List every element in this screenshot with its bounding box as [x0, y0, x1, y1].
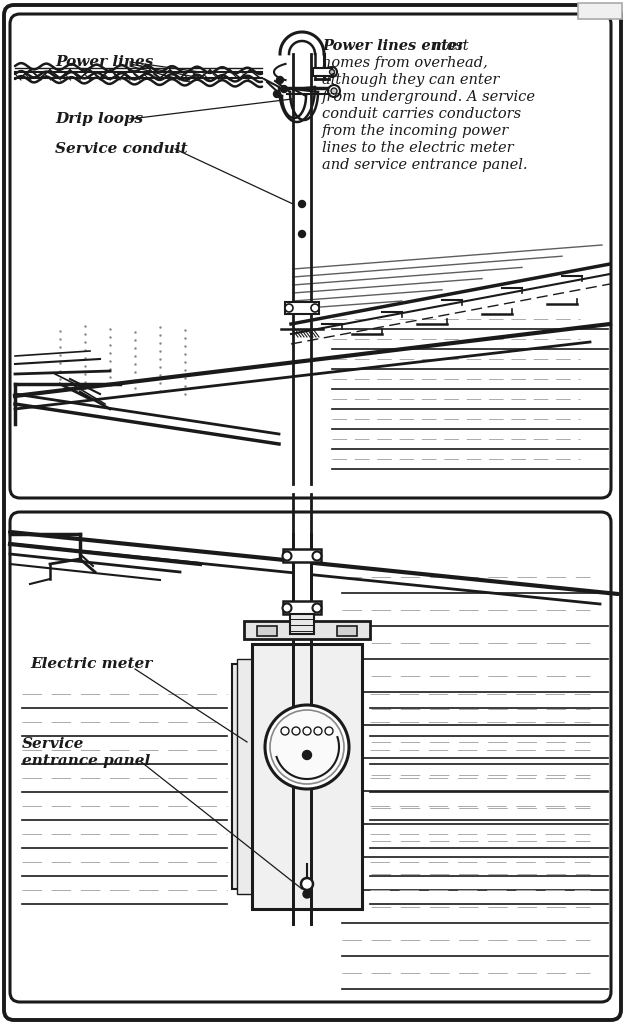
Circle shape	[282, 552, 292, 560]
Circle shape	[312, 603, 322, 612]
Bar	[293, 534, 311, 924]
Text: Service conduit: Service conduit	[55, 142, 188, 156]
Circle shape	[301, 878, 313, 890]
Bar	[257, 626, 277, 636]
Text: from underground. A service: from underground. A service	[322, 90, 536, 104]
Text: conduit carries conductors: conduit carries conductors	[322, 106, 521, 121]
Text: from the incoming power: from the incoming power	[322, 124, 509, 138]
Text: homes from overhead,: homes from overhead,	[322, 56, 488, 70]
Text: Electric meter: Electric meter	[30, 657, 152, 671]
Circle shape	[312, 552, 322, 560]
Text: Drip loops: Drip loops	[55, 112, 143, 126]
Circle shape	[302, 751, 312, 760]
Circle shape	[328, 85, 340, 97]
Circle shape	[303, 890, 311, 898]
Circle shape	[299, 201, 305, 208]
Circle shape	[285, 304, 293, 312]
Text: Service: Service	[22, 737, 85, 751]
Bar	[237, 659, 255, 894]
Bar	[283, 601, 321, 614]
Text: although they can enter: although they can enter	[322, 73, 500, 87]
FancyBboxPatch shape	[10, 512, 611, 1002]
Bar	[252, 644, 362, 909]
Circle shape	[314, 727, 322, 735]
Circle shape	[331, 88, 337, 94]
Circle shape	[311, 304, 319, 312]
Bar	[285, 302, 319, 314]
Circle shape	[280, 85, 287, 92]
Bar	[244, 621, 370, 639]
Bar	[293, 89, 311, 484]
Circle shape	[265, 705, 349, 790]
Circle shape	[282, 603, 292, 612]
Circle shape	[292, 727, 300, 735]
Bar	[578, 3, 622, 19]
Text: and service entrance panel.: and service entrance panel.	[322, 158, 528, 172]
Bar	[290, 614, 314, 634]
Text: Power lines: Power lines	[55, 55, 153, 69]
Bar	[313, 68, 332, 76]
Circle shape	[325, 727, 333, 735]
Circle shape	[274, 90, 280, 97]
Text: Power lines enter: Power lines enter	[322, 39, 465, 53]
Bar	[283, 549, 321, 562]
Text: entrance panel: entrance panel	[22, 754, 150, 768]
Bar	[337, 626, 357, 636]
Circle shape	[299, 230, 305, 238]
Text: most: most	[428, 39, 469, 53]
Circle shape	[270, 710, 344, 784]
Circle shape	[327, 67, 337, 77]
Text: lines to the electric meter: lines to the electric meter	[322, 141, 513, 155]
Circle shape	[281, 727, 289, 735]
Circle shape	[329, 70, 334, 75]
Bar	[232, 664, 254, 889]
FancyBboxPatch shape	[10, 14, 611, 498]
Circle shape	[303, 727, 311, 735]
FancyBboxPatch shape	[4, 5, 621, 1020]
Circle shape	[277, 77, 284, 84]
